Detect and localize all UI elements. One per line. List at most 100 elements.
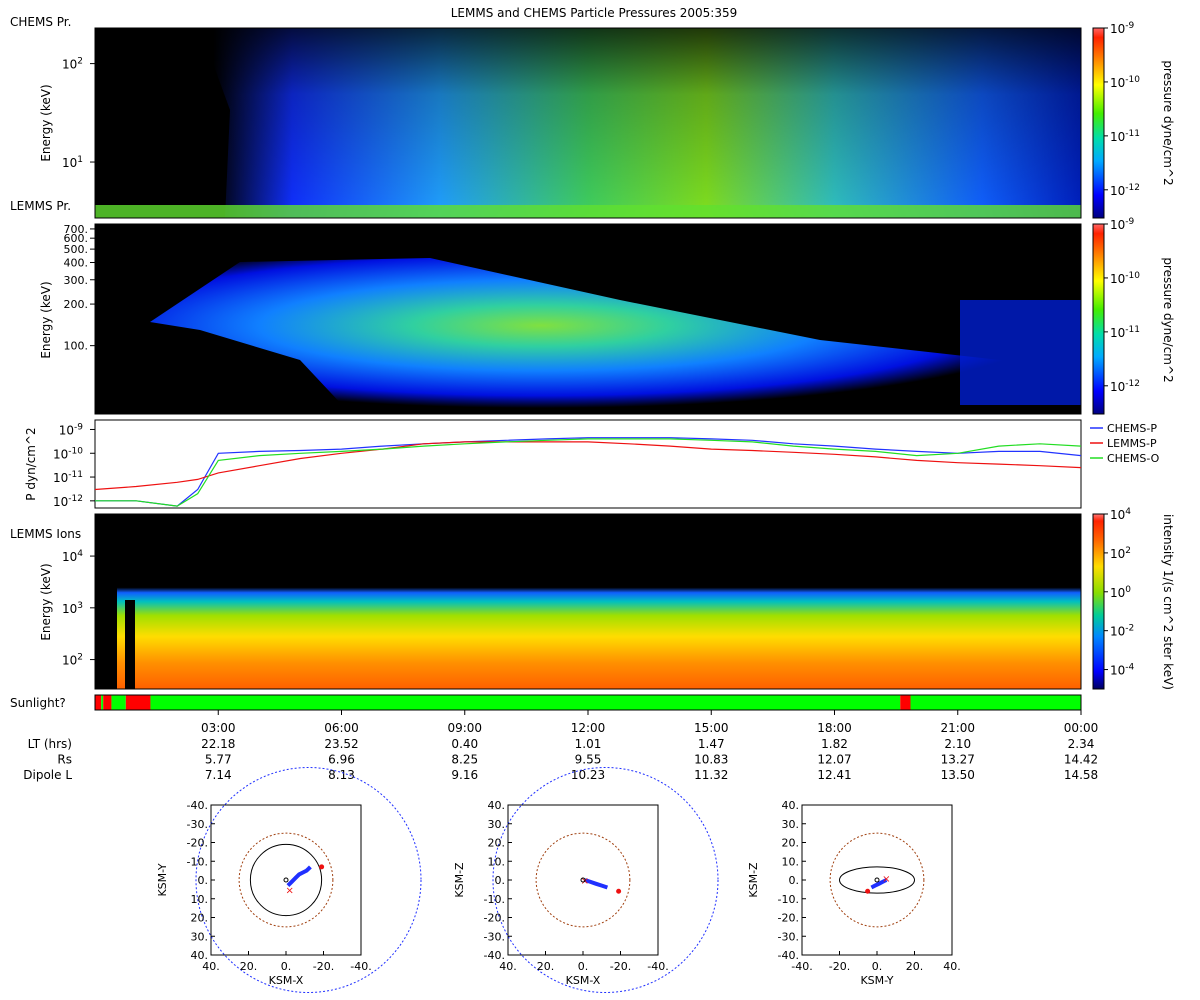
- ephemeris-value: 8.13: [328, 768, 355, 782]
- pressure-ylabel: P dyn/cm^2: [24, 427, 38, 500]
- ions-frame: [94, 513, 1082, 690]
- sunlight-label: Sunlight?: [10, 696, 66, 710]
- bow-shock-curve: [195, 767, 422, 993]
- sunlight-segment: [111, 695, 126, 710]
- colorbar-tick-label: 102: [1110, 546, 1131, 561]
- ephemeris-value: 5.77: [205, 753, 232, 767]
- ephemeris-value: 9.55: [575, 753, 602, 767]
- orbit-x-tick-label: 0.: [872, 960, 883, 973]
- sunlight-segment: [103, 695, 112, 710]
- orbit-ylabel: KSM-Z: [747, 862, 760, 898]
- ephemeris-value: 10.23: [571, 768, 605, 782]
- magnetopause-curve: [535, 832, 631, 928]
- trajectory-start-marker: ×: [882, 874, 890, 885]
- orbit-y-tick-label: -20.: [187, 837, 208, 850]
- ephemeris-value: 10.83: [694, 753, 728, 767]
- ions-panel-label: LEMMS Ions: [10, 527, 81, 541]
- time-tick-label: 18:00: [817, 721, 852, 735]
- sunlight-segment: [900, 695, 911, 710]
- ephemeris-value: 22.18: [201, 737, 235, 751]
- orbit-y-tick-label: -30.: [484, 930, 505, 943]
- ions-colorbar-ticks: 10-4 10-2 100 102 104: [1104, 507, 1135, 678]
- orbit-y-tick-label: -10.: [778, 893, 799, 906]
- colorbar-tick-label: 10-9: [1110, 21, 1135, 36]
- ephemeris-row-label: Dipole L: [23, 768, 72, 782]
- time-tick-label: 00:00: [1064, 721, 1099, 735]
- pressure-frame: [94, 419, 1082, 509]
- y-tick-label: 10-10: [53, 446, 83, 461]
- orbit-y-tick-label: 30.: [191, 930, 209, 943]
- orbit-y-tick-label: 20.: [782, 837, 800, 850]
- orbit-ellipse: [839, 866, 915, 894]
- colorbar-tick-label: 10-10: [1110, 75, 1140, 90]
- orbit-frame: [210, 804, 362, 956]
- time-tick-label: 15:00: [694, 721, 729, 735]
- trajectory-end-marker: [616, 888, 622, 894]
- ephemeris-value: 13.50: [941, 768, 975, 782]
- trajectory: [286, 865, 312, 888]
- y-tick-label: 10-12: [53, 494, 83, 509]
- lemms-pressure-colorbar: [1092, 223, 1105, 415]
- ephemeris-row-label: LT (hrs): [28, 737, 72, 751]
- ephemeris-value: 2.34: [1068, 737, 1095, 751]
- colorbar-tick-label: 10-11: [1110, 129, 1140, 144]
- orbit-y-tick-label: -40.: [484, 949, 505, 962]
- series-line-chems-o: [95, 438, 1082, 507]
- lemms-pressure-frame: [94, 223, 1082, 415]
- sunlight-segments: [95, 695, 1081, 710]
- ephemeris-row-label: Rs: [57, 753, 72, 767]
- orbit-y-tick-label: 40.: [782, 799, 800, 812]
- orbit-y-tick-label: -10.: [187, 855, 208, 868]
- ions-colorbar-label: intensity 1/(s cm^2 ster keV): [1161, 514, 1175, 690]
- orbit-plot-1: × 40. 20. 0. -20. -40. -40. -30. -20. -10. 0. 10. 20…: [156, 767, 422, 993]
- lemms-pressure-ylabel: Energy (keV): [39, 281, 53, 358]
- orbit-y-tick-label: 10.: [191, 893, 209, 906]
- trajectory-end-marker: [319, 864, 325, 870]
- pressure-legend: CHEMS-P LEMMS-P CHEMS-O: [1090, 422, 1160, 465]
- magnetopause-curve: [829, 832, 925, 928]
- orbit-y-tick-label: 30.: [782, 818, 800, 831]
- y-tick-label: 104: [62, 549, 83, 564]
- trajectory-start-marker: ×: [286, 885, 294, 896]
- ephemeris-value: 12.07: [817, 753, 851, 767]
- time-axis: 03:00 06:00 09:00 12:00 15:00 18:00 21:00 00:00…: [23, 710, 1098, 782]
- pressure-yticks: 10-12 10-11 10-10 10-9: [53, 422, 95, 509]
- orbit-xlabel: KSM-X: [566, 974, 601, 987]
- y-tick-label: 102: [62, 653, 83, 668]
- ions-spectrogram: [95, 514, 1081, 689]
- orbit-y-tick-label: -40.: [778, 949, 799, 962]
- chems-colorbar: [1092, 27, 1105, 219]
- ephemeris-value: 1.01: [575, 737, 602, 751]
- sunlight-panel: Sunlight?: [10, 694, 1082, 711]
- ephemeris-value: 13.27: [941, 753, 975, 767]
- ephemeris-value: 2.10: [944, 737, 971, 751]
- orbit-frame: [801, 804, 953, 956]
- chems-yticks: 101 102: [62, 57, 95, 170]
- orbit-x-tick-label: -40.: [350, 960, 371, 973]
- trajectory: [584, 878, 609, 890]
- chems-no-data-region: [95, 28, 230, 218]
- lemms-pressure-colorbar-ticks: 10-12 10-11 10-10 10-9: [1104, 217, 1140, 394]
- y-tick-label: 500.: [64, 243, 89, 256]
- y-tick-label: 10-11: [53, 470, 83, 485]
- y-tick-label: 103: [62, 601, 83, 616]
- orbit-y-tick-label: 40.: [488, 799, 506, 812]
- orbit-y-tick-label: -40.: [187, 799, 208, 812]
- lemms-pressure-yticks: 100. 200. 300. 400.500.600.700.: [64, 223, 95, 353]
- ions-yticks: 102 103 104: [62, 549, 95, 668]
- y-tick-label: 102: [62, 57, 83, 72]
- orbit-x-tick-label: 0.: [578, 960, 589, 973]
- ephemeris-value: 7.14: [205, 768, 232, 782]
- ions-colorbar: [1092, 513, 1105, 690]
- sunlight-segment: [101, 695, 104, 710]
- chems-panel-label: CHEMS Pr.: [10, 15, 71, 29]
- colorbar-tick-label: 10-10: [1110, 271, 1140, 286]
- lemms-pressure-panel: LEMMS Pr. Energy (keV) 100. 200. 300. 400.5…: [10, 199, 1175, 415]
- magnetopause-curve: [238, 832, 334, 928]
- bow-shock-curve: [492, 767, 719, 993]
- orbit-plot-2: ×40. 20. 0. -20. -40.40.30.20.10.0.-10.-20.-…: [453, 767, 719, 993]
- legend-label: CHEMS-P: [1107, 422, 1157, 435]
- time-tick-label: 09:00: [447, 721, 482, 735]
- orbit-y-tick-label: -30.: [778, 930, 799, 943]
